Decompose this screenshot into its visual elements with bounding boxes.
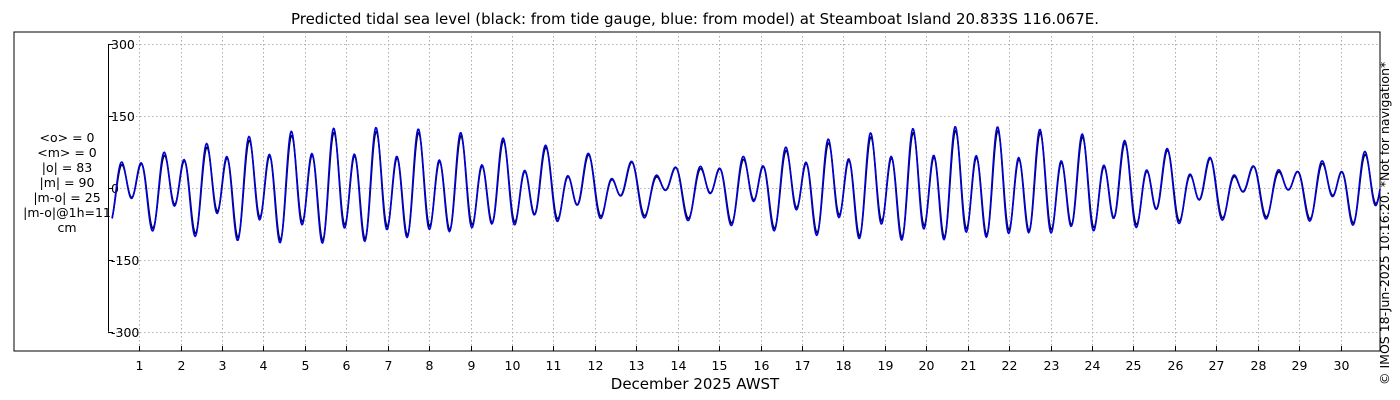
x-tick-label: 6 [343,358,351,373]
x-tick-label: 22 [1002,358,1018,373]
x-tick-label: 21 [961,358,977,373]
x-tick-label: 14 [671,358,687,373]
model-series-line [111,125,1381,244]
x-tick-label: 24 [1085,358,1101,373]
stat-abs-model: |m| = 90 [39,175,95,190]
y-tick-label: 300 [111,37,135,52]
x-tick-label: 15 [712,358,728,373]
x-tick-label: 19 [878,358,894,373]
stat-abs-diff: |m-o| = 25 [33,190,101,205]
x-tick-label: 18 [836,358,852,373]
x-tick-label: 1 [136,358,144,373]
x-tick-label: 16 [754,358,770,373]
plot-frame [13,31,1381,352]
y-tick-label: 0 [111,181,119,196]
x-tick-label: 9 [468,358,476,373]
x-tick-label: 26 [1168,358,1184,373]
stat-abs-observed: |o| = 83 [41,160,93,175]
x-tick-label: 4 [260,358,268,373]
x-tick-label: 29 [1292,358,1308,373]
x-tick-label: 8 [426,358,434,373]
x-tick-label: 10 [505,358,521,373]
x-tick-label: 13 [629,358,645,373]
x-tick-label: 28 [1251,358,1267,373]
x-axis-label: December 2025 AWST [610,375,780,393]
x-tick-label: 25 [1126,358,1142,373]
stat-unit: cm [57,220,77,235]
statistics-panel: <o> = 0 <m> = 0 |o| = 83 |m| = 90 |m-o| … [2,130,132,235]
x-tick-label: 5 [302,358,310,373]
x-tick-label: 23 [1044,358,1060,373]
x-tick-label: 12 [588,358,604,373]
x-tick-label: 2 [178,358,186,373]
y-tick-label: -300 [111,325,139,340]
copyright-note: © IMOS 18-Jun-2025 10:16:20. *Not for na… [1377,61,1392,385]
x-tick-label: 7 [385,358,393,373]
x-tick-label: 30 [1334,358,1350,373]
chart-title: Predicted tidal sea level (black: from t… [290,10,1100,28]
x-tick-label: 27 [1209,358,1225,373]
plot-axes: 1 2 3 4 5 6 7 8 9 10 11 12 13 14 15 16 17 18 19 20 21 22 23 24 2… [13,31,1381,373]
x-tick-label: 20 [919,358,935,373]
y-tick-label: 150 [111,109,135,124]
stat-mean-observed: <o> = 0 [39,130,95,145]
x-tick-label: 17 [795,358,811,373]
x-tick-label: 11 [546,358,562,373]
x-tick-label: 3 [219,358,227,373]
stat-mean-model: <m> = 0 [37,145,97,160]
y-tick-label: -150 [111,253,139,268]
stat-abs-diff-1h: |m-o|@1h=11 [23,205,111,220]
plot-series [111,125,1381,244]
